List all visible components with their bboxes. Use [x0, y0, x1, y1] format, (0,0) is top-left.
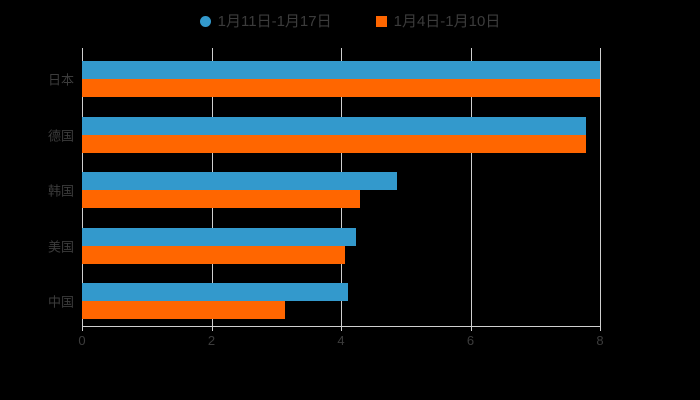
x-tick-label-8: 8: [596, 333, 604, 348]
gridline-8: [600, 48, 601, 326]
bar-韩国-series-2[interactable]: [82, 190, 360, 209]
x-tick-mark-2: [211, 326, 213, 331]
plot-area: [82, 48, 601, 326]
bar-美国-series-2[interactable]: [82, 245, 345, 264]
bar-中国-series-2[interactable]: [82, 301, 285, 320]
y-axis-label-中国: 中国: [47, 294, 74, 310]
bar-日本-series-1[interactable]: [82, 61, 600, 79]
chart-legend: 1月11日-1月17日 1月4日-1月10日: [0, 6, 700, 36]
bar-日本-series-2[interactable]: [82, 79, 600, 97]
gridline-6: [470, 48, 472, 326]
x-tick-label-6: 6: [466, 333, 475, 348]
y-axis-label-德国: 德国: [47, 128, 74, 144]
circle-marker-icon: [199, 15, 211, 27]
x-tick-mark-4: [341, 326, 342, 331]
x-tick-label-0: 0: [78, 333, 86, 348]
bar-美国-series-1[interactable]: [82, 227, 356, 246]
y-axis-labels: 日本德国韩国美国中国: [0, 0, 74, 400]
x-tick-label-2: 2: [207, 333, 216, 348]
x-tick-label-4: 4: [337, 333, 345, 348]
bar-德国-series-1[interactable]: [82, 116, 586, 135]
square-marker-icon: [375, 15, 387, 27]
bar-韩国-series-1[interactable]: [82, 172, 397, 191]
legend-label-series-2: 1月4日-1月10日: [393, 12, 501, 30]
y-axis-label-韩国: 韩国: [47, 183, 74, 199]
x-tick-mark-8: [600, 326, 601, 331]
bar-中国-series-1[interactable]: [82, 283, 349, 302]
legend-label-series-1: 1月11日-1月17日: [217, 12, 332, 30]
y-axis-label-日本: 日本: [47, 72, 74, 88]
y-axis-label-美国: 美国: [47, 239, 74, 255]
legend-item-series-1[interactable]: 1月11日-1月17日: [199, 12, 332, 30]
x-tick-mark-6: [470, 326, 472, 331]
legend-item-series-2[interactable]: 1月4日-1月10日: [375, 12, 501, 30]
bar-德国-series-2[interactable]: [82, 134, 586, 153]
x-tick-mark-0: [82, 326, 83, 331]
